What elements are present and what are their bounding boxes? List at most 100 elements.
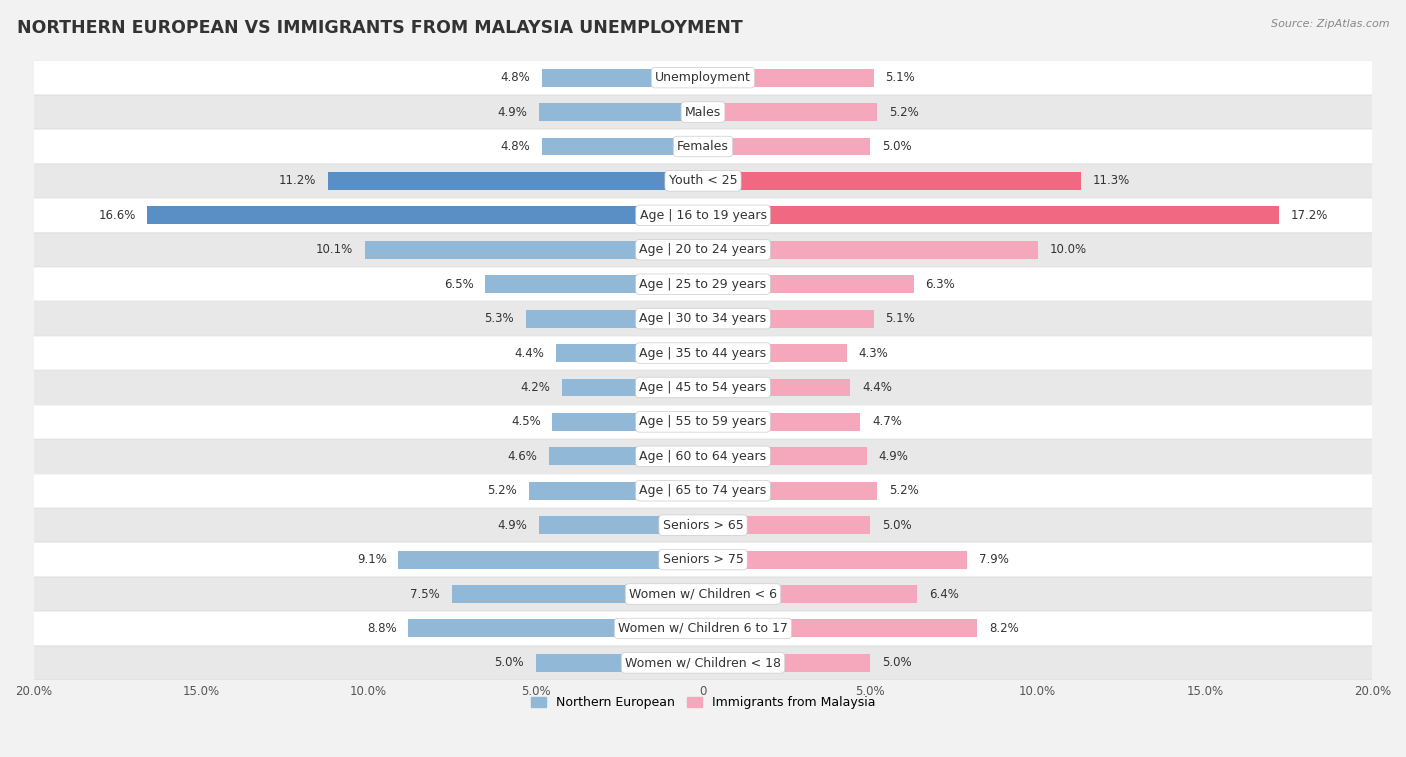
FancyBboxPatch shape — [34, 439, 1372, 474]
Text: Youth < 25: Youth < 25 — [669, 174, 737, 188]
Text: Age | 35 to 44 years: Age | 35 to 44 years — [640, 347, 766, 360]
Text: 4.7%: 4.7% — [872, 416, 901, 428]
Text: 4.4%: 4.4% — [862, 381, 891, 394]
Bar — [703, 69, 873, 86]
Bar — [703, 413, 860, 431]
Bar — [328, 172, 703, 190]
FancyBboxPatch shape — [34, 611, 1372, 646]
Bar — [703, 378, 851, 397]
Text: Age | 20 to 24 years: Age | 20 to 24 years — [640, 243, 766, 257]
Text: 11.2%: 11.2% — [278, 174, 316, 188]
Text: 5.1%: 5.1% — [886, 312, 915, 325]
FancyBboxPatch shape — [34, 61, 1372, 95]
Text: 4.9%: 4.9% — [498, 105, 527, 119]
Text: 5.0%: 5.0% — [495, 656, 524, 669]
Bar — [703, 103, 877, 121]
Text: 7.9%: 7.9% — [979, 553, 1010, 566]
Text: 4.8%: 4.8% — [501, 71, 530, 84]
Text: 5.0%: 5.0% — [882, 140, 911, 153]
Bar — [703, 619, 977, 637]
Text: Females: Females — [678, 140, 728, 153]
Text: Males: Males — [685, 105, 721, 119]
Bar — [529, 481, 703, 500]
Text: Age | 16 to 19 years: Age | 16 to 19 years — [640, 209, 766, 222]
Text: 5.1%: 5.1% — [886, 71, 915, 84]
Text: Age | 45 to 54 years: Age | 45 to 54 years — [640, 381, 766, 394]
Text: Women w/ Children 6 to 17: Women w/ Children 6 to 17 — [619, 622, 787, 635]
Text: 5.2%: 5.2% — [889, 105, 918, 119]
Text: 10.0%: 10.0% — [1049, 243, 1087, 257]
Bar — [703, 585, 917, 603]
Text: 4.9%: 4.9% — [879, 450, 908, 463]
FancyBboxPatch shape — [34, 474, 1372, 508]
Bar — [703, 207, 1278, 224]
Text: 4.2%: 4.2% — [520, 381, 551, 394]
Text: Age | 55 to 59 years: Age | 55 to 59 years — [640, 416, 766, 428]
Bar — [485, 276, 703, 293]
Text: 6.4%: 6.4% — [929, 587, 959, 600]
Text: 10.1%: 10.1% — [316, 243, 353, 257]
FancyBboxPatch shape — [34, 577, 1372, 611]
Text: 17.2%: 17.2% — [1291, 209, 1327, 222]
FancyBboxPatch shape — [34, 646, 1372, 680]
FancyBboxPatch shape — [34, 336, 1372, 370]
Text: Seniors > 75: Seniors > 75 — [662, 553, 744, 566]
FancyBboxPatch shape — [34, 198, 1372, 232]
Bar — [543, 69, 703, 86]
Text: Age | 30 to 34 years: Age | 30 to 34 years — [640, 312, 766, 325]
FancyBboxPatch shape — [34, 508, 1372, 542]
Text: Seniors > 65: Seniors > 65 — [662, 519, 744, 531]
Text: 5.2%: 5.2% — [488, 484, 517, 497]
FancyBboxPatch shape — [34, 267, 1372, 301]
Text: 4.3%: 4.3% — [859, 347, 889, 360]
Text: 5.0%: 5.0% — [882, 519, 911, 531]
Text: 5.2%: 5.2% — [889, 484, 918, 497]
Bar — [536, 654, 703, 671]
Text: 6.5%: 6.5% — [444, 278, 474, 291]
FancyBboxPatch shape — [34, 370, 1372, 405]
Bar — [451, 585, 703, 603]
Text: 4.9%: 4.9% — [498, 519, 527, 531]
FancyBboxPatch shape — [34, 301, 1372, 336]
Text: 16.6%: 16.6% — [98, 209, 135, 222]
Text: Women w/ Children < 6: Women w/ Children < 6 — [628, 587, 778, 600]
Text: Age | 65 to 74 years: Age | 65 to 74 years — [640, 484, 766, 497]
Bar — [526, 310, 703, 328]
FancyBboxPatch shape — [34, 232, 1372, 267]
Bar — [366, 241, 703, 259]
Bar — [555, 344, 703, 362]
Bar — [703, 276, 914, 293]
Text: Age | 60 to 64 years: Age | 60 to 64 years — [640, 450, 766, 463]
FancyBboxPatch shape — [34, 95, 1372, 129]
FancyBboxPatch shape — [34, 129, 1372, 164]
Bar — [703, 654, 870, 671]
Bar — [553, 413, 703, 431]
Bar — [562, 378, 703, 397]
Bar — [703, 481, 877, 500]
Bar — [703, 310, 873, 328]
Bar — [703, 241, 1038, 259]
Legend: Northern European, Immigrants from Malaysia: Northern European, Immigrants from Malay… — [526, 691, 880, 714]
Text: 8.2%: 8.2% — [990, 622, 1019, 635]
Text: NORTHERN EUROPEAN VS IMMIGRANTS FROM MALAYSIA UNEMPLOYMENT: NORTHERN EUROPEAN VS IMMIGRANTS FROM MAL… — [17, 19, 742, 37]
Text: Women w/ Children < 18: Women w/ Children < 18 — [626, 656, 780, 669]
Text: 4.4%: 4.4% — [515, 347, 544, 360]
Bar — [703, 516, 870, 534]
Text: 6.3%: 6.3% — [925, 278, 955, 291]
Bar — [538, 103, 703, 121]
Bar — [703, 447, 868, 466]
Text: 5.0%: 5.0% — [882, 656, 911, 669]
FancyBboxPatch shape — [34, 542, 1372, 577]
FancyBboxPatch shape — [34, 405, 1372, 439]
Bar — [398, 550, 703, 569]
Bar — [543, 138, 703, 155]
Bar — [703, 172, 1081, 190]
Text: 5.3%: 5.3% — [484, 312, 513, 325]
Bar — [703, 138, 870, 155]
Text: Unemployment: Unemployment — [655, 71, 751, 84]
Text: 11.3%: 11.3% — [1092, 174, 1130, 188]
Text: Age | 25 to 29 years: Age | 25 to 29 years — [640, 278, 766, 291]
FancyBboxPatch shape — [34, 164, 1372, 198]
Text: 4.5%: 4.5% — [510, 416, 541, 428]
Text: 4.8%: 4.8% — [501, 140, 530, 153]
